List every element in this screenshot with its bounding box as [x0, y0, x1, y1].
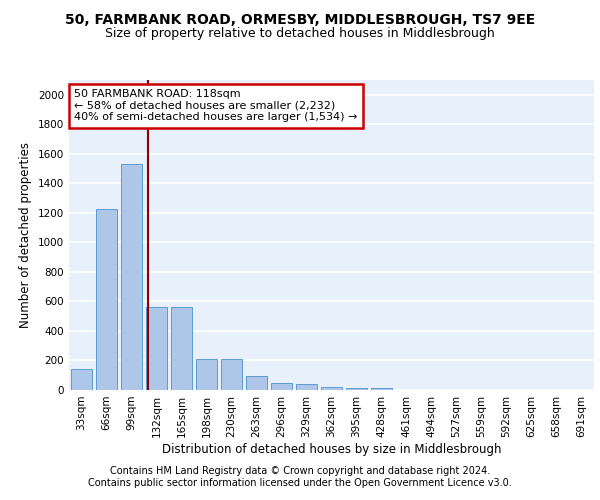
Y-axis label: Number of detached properties: Number of detached properties — [19, 142, 32, 328]
Text: Size of property relative to detached houses in Middlesbrough: Size of property relative to detached ho… — [105, 28, 495, 40]
Bar — [146, 308, 167, 390]
Bar — [121, 164, 142, 390]
Bar — [196, 359, 217, 390]
Bar — [221, 359, 242, 390]
Bar — [71, 370, 92, 390]
Bar — [96, 209, 117, 390]
Text: 50 FARMBANK ROAD: 118sqm
← 58% of detached houses are smaller (2,232)
40% of sem: 50 FARMBANK ROAD: 118sqm ← 58% of detach… — [74, 90, 358, 122]
Bar — [371, 388, 392, 390]
Bar — [346, 388, 367, 390]
X-axis label: Distribution of detached houses by size in Middlesbrough: Distribution of detached houses by size … — [162, 442, 501, 456]
Bar — [246, 376, 267, 390]
Bar — [171, 308, 192, 390]
Text: 50, FARMBANK ROAD, ORMESBY, MIDDLESBROUGH, TS7 9EE: 50, FARMBANK ROAD, ORMESBY, MIDDLESBROUG… — [65, 12, 535, 26]
Text: Contains HM Land Registry data © Crown copyright and database right 2024.
Contai: Contains HM Land Registry data © Crown c… — [88, 466, 512, 487]
Bar — [296, 384, 317, 390]
Bar — [321, 387, 342, 390]
Bar — [271, 382, 292, 390]
